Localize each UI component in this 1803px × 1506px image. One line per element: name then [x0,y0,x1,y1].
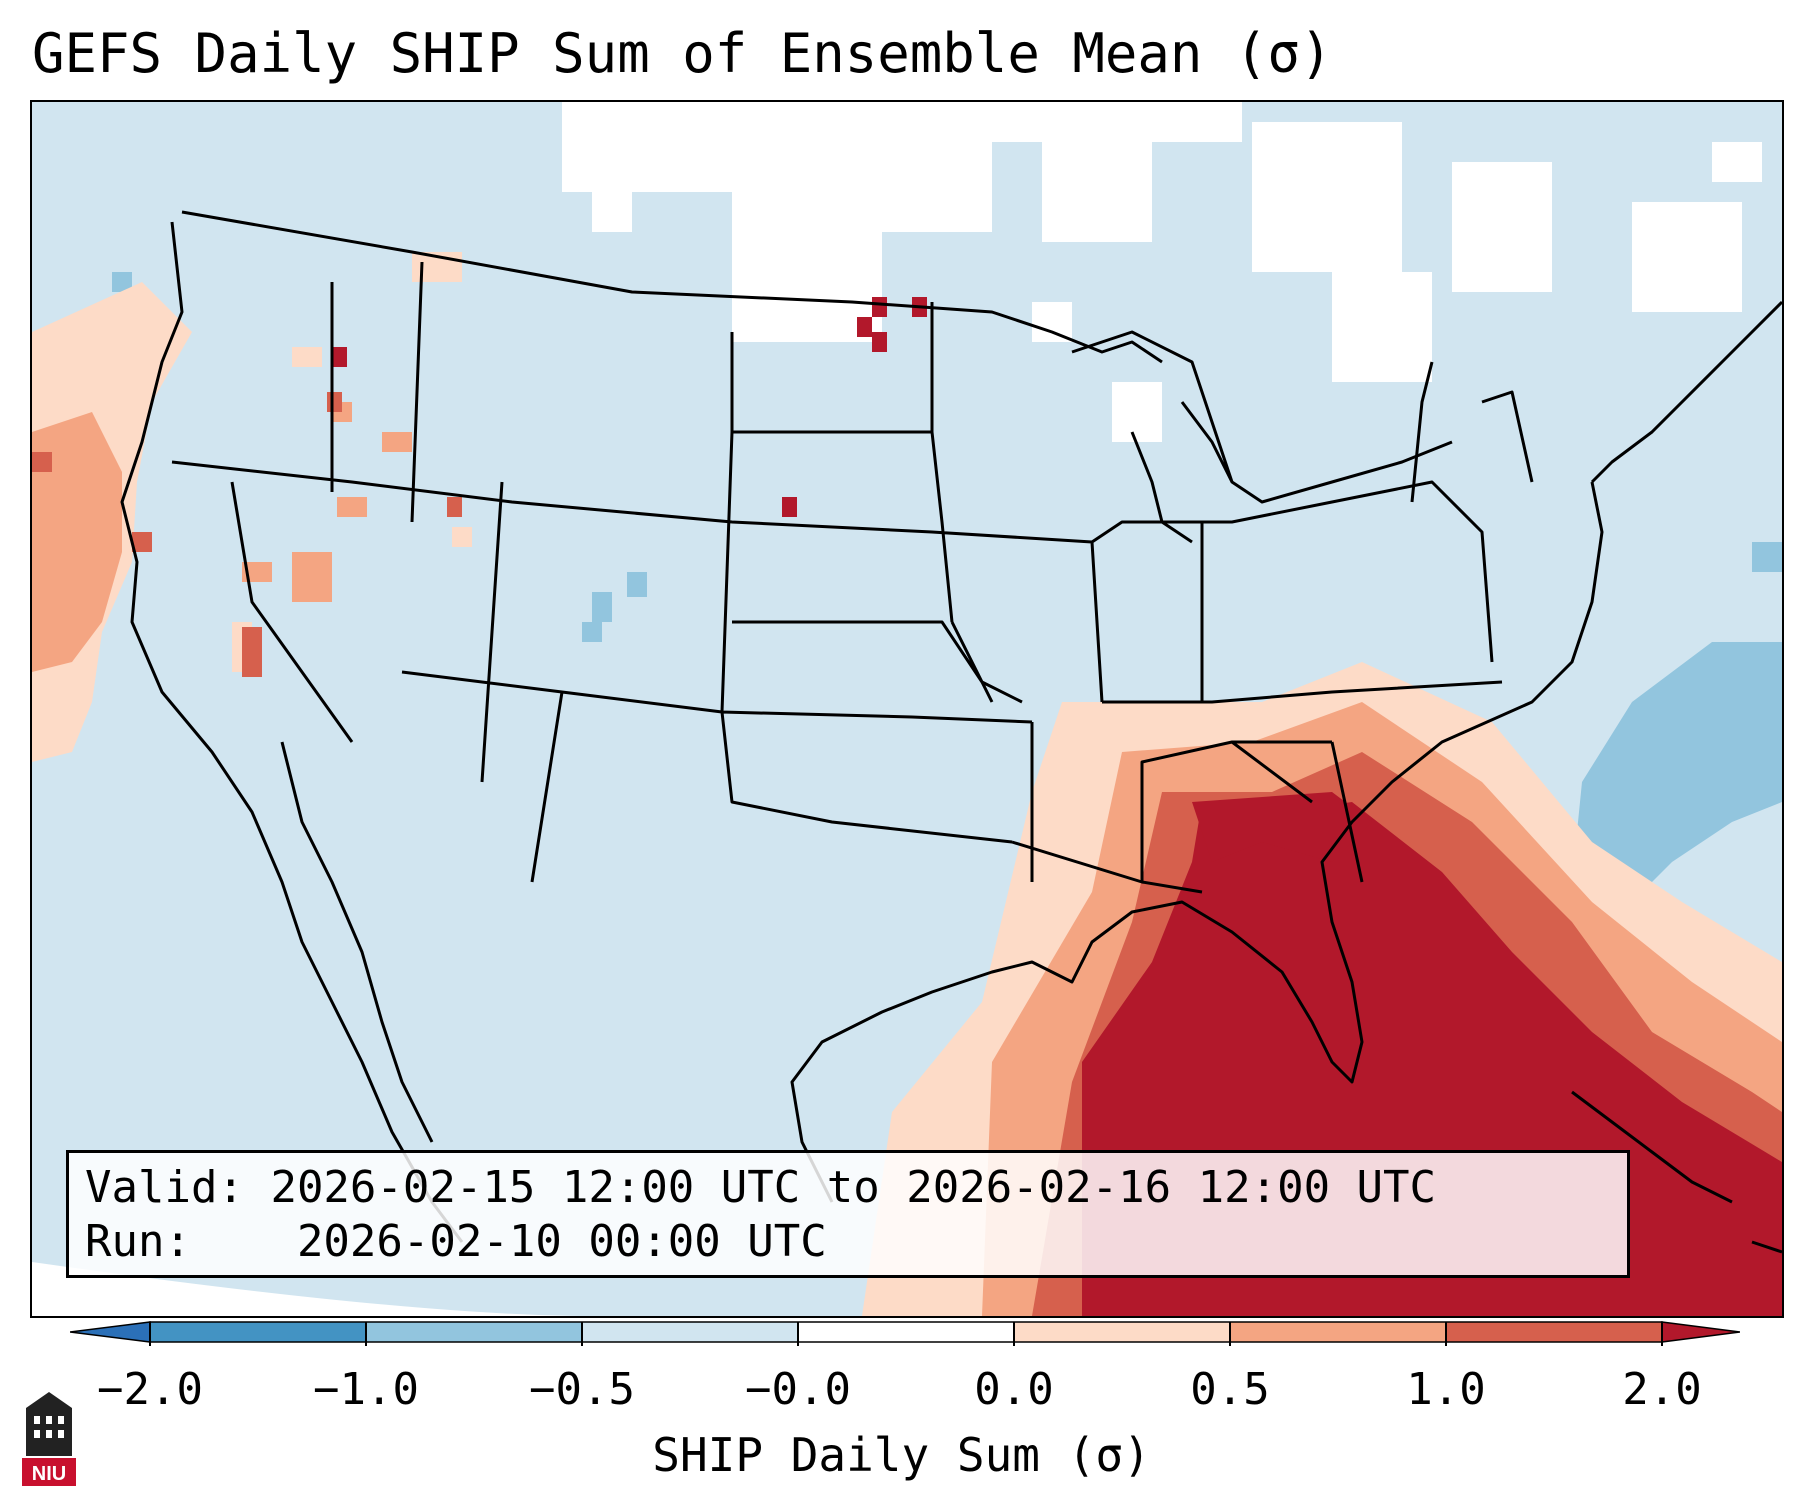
map-title: GEFS Daily SHIP Sum of Ensemble Mean (σ) [32,22,1333,85]
state-lines [171,261,1534,894]
colorbar-tick-label: −2.0 [97,1364,203,1415]
colorbar-bin-1 [150,1322,366,1342]
run-value: 2026-02-10 00:00 UTC [296,1216,827,1267]
west-scattered-anomaly [232,252,472,677]
colorbar-bin-3 [582,1322,798,1342]
niu-logo: NIU [22,1392,76,1486]
colorbar-tick-label: 1.0 [1406,1364,1486,1415]
atlantic-coastline [1590,300,1782,484]
colorbar-bin-6 [1230,1322,1446,1342]
colorbar-label: SHIP Daily Sum (σ) [652,1428,1151,1482]
map-canvas [32,102,1782,1316]
valid-label: Valid: [85,1162,244,1213]
colorbar-tick-label: 2.0 [1622,1364,1702,1415]
valid-line: Valid: 2026-02-15 12:00 UTC to 2026-02-1… [85,1161,1611,1215]
colorbar-bin-7 [1446,1322,1662,1342]
run-line: Run: 2026-02-10 00:00 UTC [85,1215,1611,1269]
canada-border [181,210,1163,364]
valid-value: 2026-02-15 12:00 UTC to 2026-02-16 12:00… [270,1162,1437,1213]
colorbar-tick-label: −0.5 [529,1364,635,1415]
colorbar-tick-label: 0.0 [974,1364,1054,1415]
run-label: Run: [85,1216,191,1267]
great-lakes [1071,330,1453,544]
colorbar-tick-label: −0.0 [745,1364,851,1415]
colorbar-tick-label: 0.5 [1190,1364,1270,1415]
gulf-coastline [790,481,1604,1203]
projection-edge-left [32,1262,592,1316]
colorbar [70,1321,1740,1346]
baja-coastline [280,741,434,1143]
plains-isolated-anomaly [782,297,927,517]
boundaries [120,210,1782,1254]
info-box: Valid: 2026-02-15 12:00 UTC to 2026-02-1… [66,1150,1630,1278]
map-panel [30,100,1784,1318]
pacific-coastline [120,221,464,1243]
colorbar-max-arrow [1661,1321,1740,1343]
colorbar-bin-2 [366,1322,582,1342]
colorbar-min-arrow [70,1321,151,1343]
caribbean-islands [1571,1090,1782,1254]
colorbar-bin-5 [1014,1322,1230,1342]
logo-text: NIU [32,1463,66,1485]
colorbar-tick-label: −1.0 [313,1364,419,1415]
colorbar-bin-4 [798,1322,1014,1342]
